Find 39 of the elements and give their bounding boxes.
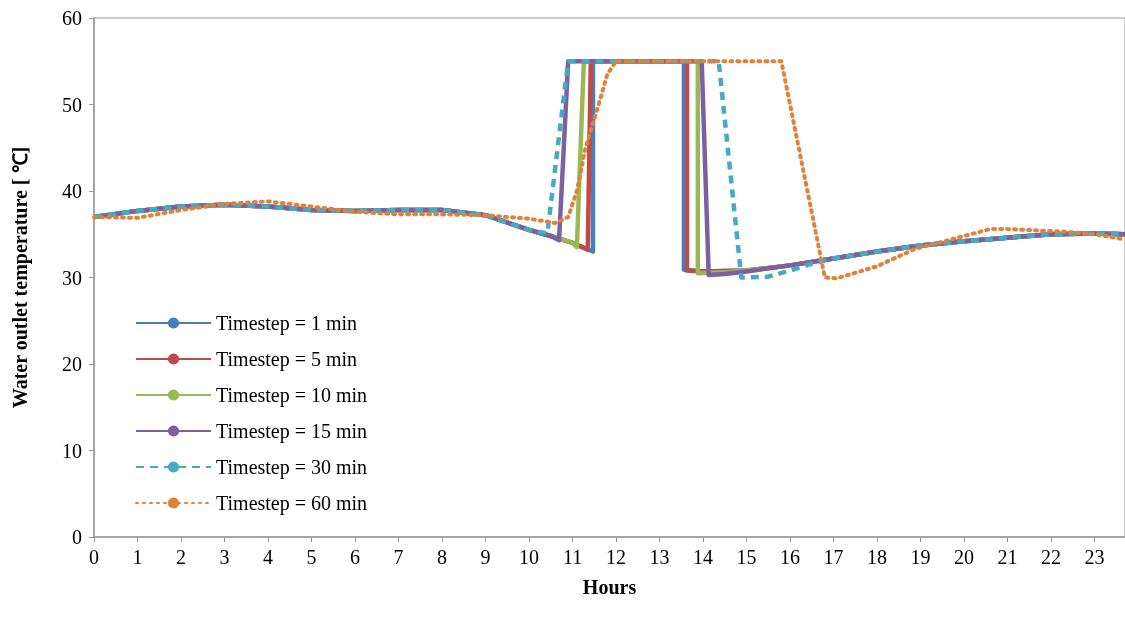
legend-label: Timestep = 5 min bbox=[216, 348, 358, 371]
x-tick-label: 14 bbox=[693, 546, 714, 568]
legend-label: Timestep = 10 min bbox=[216, 384, 368, 407]
x-tick-label: 22 bbox=[1041, 546, 1062, 568]
x-tick-label: 19 bbox=[910, 546, 931, 568]
x-tick-label: 21 bbox=[997, 546, 1018, 568]
x-axis-title: Hours bbox=[582, 576, 637, 598]
y-tick-label: 50 bbox=[62, 93, 82, 116]
x-tick-label: 7 bbox=[393, 546, 404, 568]
x-tick-label: 10 bbox=[519, 546, 540, 568]
x-tick-label: 13 bbox=[649, 546, 670, 568]
x-tick-label: 20 bbox=[954, 546, 975, 568]
x-tick-label: 23 bbox=[1084, 546, 1105, 568]
x-tick-label: 3 bbox=[219, 546, 230, 568]
x-tick-label: 5 bbox=[306, 546, 317, 568]
x-tick-label: 16 bbox=[780, 546, 801, 568]
y-tick-label: 60 bbox=[62, 7, 82, 29]
y-tick-label: 10 bbox=[62, 439, 82, 462]
legend-label: Timestep = 30 min bbox=[216, 456, 368, 479]
x-tick-label: 17 bbox=[823, 546, 844, 568]
x-tick-label: 12 bbox=[606, 546, 627, 568]
x-tick-label: 8 bbox=[437, 546, 448, 568]
y-tick-label: 20 bbox=[62, 353, 82, 375]
x-tick-label: 18 bbox=[867, 546, 888, 568]
x-tick-label: 15 bbox=[736, 546, 757, 568]
x-tick-label: 1 bbox=[132, 546, 143, 568]
x-tick-label: 6 bbox=[350, 546, 361, 568]
legend-label: Timestep = 15 min bbox=[216, 420, 368, 443]
legend-label: Timestep = 60 min bbox=[216, 492, 368, 515]
y-axis-title: Water outlet temperature [ ℃] bbox=[9, 146, 32, 409]
y-tick-label: 30 bbox=[62, 266, 82, 289]
x-tick-label: 9 bbox=[480, 546, 491, 568]
x-tick-label: 2 bbox=[176, 546, 186, 568]
x-tick-label: 11 bbox=[562, 546, 583, 568]
legend-label: Timestep = 1 min bbox=[216, 312, 358, 335]
x-tick-label: 4 bbox=[263, 546, 274, 568]
x-tick-label: 0 bbox=[89, 546, 99, 568]
y-tick-label: 0 bbox=[72, 526, 82, 548]
y-tick-label: 40 bbox=[62, 180, 82, 202]
